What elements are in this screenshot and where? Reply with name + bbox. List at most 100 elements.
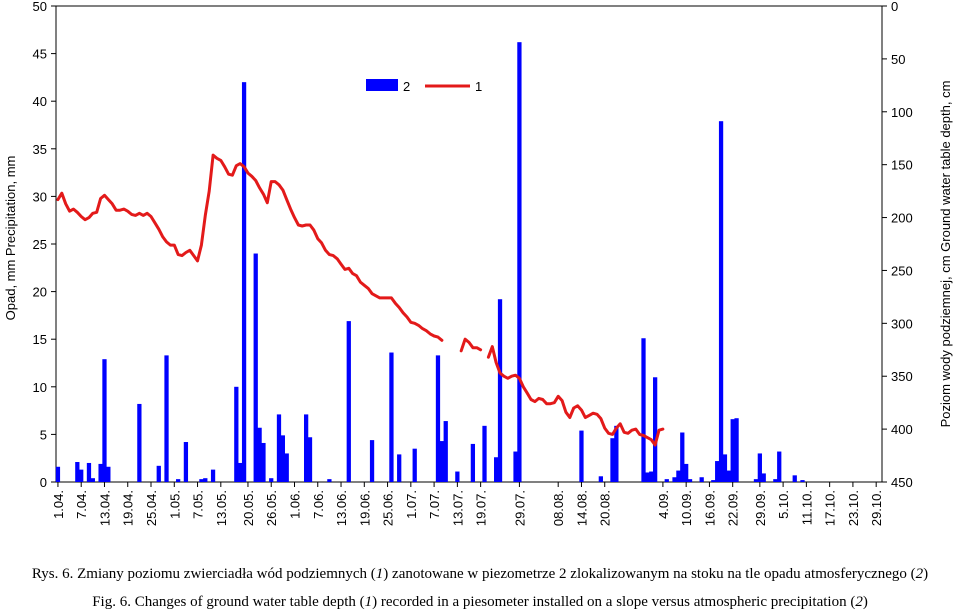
chart-axes: 0 5 10 15 20 25 30 35 40 45 50 0 50 100 150 200 250 300 35… [3, 0, 953, 526]
left-tick-label: 25 [33, 237, 47, 252]
x-tick-label: 10.09. [679, 490, 694, 526]
precipitation-bar [176, 479, 181, 482]
precipitation-bar [98, 463, 103, 482]
right-tick-label: 250 [891, 263, 913, 278]
x-tick-label: 14.08. [574, 490, 589, 526]
left-tick-label: 45 [33, 47, 47, 62]
precipitation-bar [672, 477, 677, 482]
precipitation-bar [777, 451, 782, 482]
x-tick-label: 1.04. [51, 490, 66, 519]
precipitation-bar [761, 473, 766, 482]
chart: 0 5 10 15 20 25 30 35 40 45 50 0 50 100 150 200 250 300 35… [3, 0, 953, 526]
precipitation-bar [435, 355, 441, 482]
left-tick-label: 35 [33, 142, 47, 157]
x-tick-label: 19.06. [357, 490, 372, 526]
precipitation-bar [792, 475, 797, 482]
precipitation-bar [137, 403, 142, 482]
right-tick-label: 50 [891, 52, 905, 67]
precipitation-bar [699, 477, 704, 482]
precipitation-bar [513, 451, 518, 482]
precipitation-bar [280, 435, 285, 482]
precipitation-bar [238, 462, 243, 482]
precipitation-bar [210, 469, 216, 482]
legend-label-line: 1 [475, 79, 482, 94]
precipitation-bar [199, 479, 204, 482]
x-tick-label: 4.09. [656, 490, 671, 519]
x-tick-label: 1.06. [287, 490, 302, 519]
x-tick-label: 20.05. [241, 490, 256, 526]
right-tick-label: 300 [891, 316, 913, 331]
x-tick-label: 29.07. [512, 490, 527, 526]
precipitation-bar [610, 438, 615, 482]
precipitation-bar [164, 355, 169, 482]
x-tick-label: 7.07. [427, 490, 442, 519]
precipitation-bar [443, 421, 448, 482]
x-tick-label: 1.07. [404, 490, 419, 519]
precipitation-bar [497, 299, 503, 482]
x-tick-label: 7.06. [311, 490, 326, 519]
precipitation-bar [653, 377, 658, 482]
x-tick-label: 13.06. [334, 490, 349, 526]
precipitation-bar [241, 82, 247, 482]
caption-english: Fig. 6. Changes of ground water table de… [92, 594, 868, 610]
right-tick-label: 350 [891, 369, 913, 384]
precipitation-bar [598, 476, 603, 482]
precipitation-bar [102, 359, 107, 482]
legend-swatch-bars [366, 79, 398, 91]
precipitation-bar [106, 466, 111, 482]
precipitation-bar [726, 470, 731, 482]
depth-line-segment [459, 337, 483, 353]
precipitation-bar [687, 479, 693, 482]
left-tick-label: 40 [33, 94, 47, 109]
precipitation-bar [684, 463, 689, 482]
precipitation-bar [86, 462, 92, 482]
left-tick-label: 30 [33, 189, 47, 204]
x-tick-label: 29.09. [753, 490, 768, 526]
x-tick-label: 11.10. [799, 490, 814, 525]
precipitation-bar [307, 437, 313, 482]
precipitation-bars [55, 42, 805, 483]
precipitation-bar [75, 462, 80, 482]
precipitation-bar [156, 465, 161, 482]
precipitation-bar [715, 461, 720, 482]
precipitation-bar [327, 479, 332, 482]
precipitation-bar [389, 352, 394, 482]
precipitation-bar [664, 479, 669, 482]
x-tick-label: 13.05. [214, 490, 229, 526]
x-tick-label: 26.05. [264, 490, 279, 526]
caption-polish: Rys. 6. Zmiany poziomu zwierciadła wód p… [31, 566, 929, 582]
precipitation-bar [517, 42, 522, 483]
precipitation-bar [649, 471, 654, 482]
x-tick-label: 17.10. [823, 490, 838, 526]
right-tick-label: 0 [891, 0, 898, 14]
precipitation-bar [303, 414, 309, 482]
y-axis-label-left: Opad, mm Precipitation, mm [3, 156, 18, 321]
precipitation-bar [90, 478, 95, 482]
right-tick-label: 450 [891, 475, 913, 490]
precipitation-bar [470, 443, 476, 482]
y-axis-label-right: Poziom wody podziemnej, cm Ground water … [938, 81, 953, 428]
x-tick-label: 16.09. [702, 490, 717, 526]
precipitation-bar [773, 479, 778, 482]
right-tick-label: 150 [891, 158, 913, 173]
precipitation-bar [203, 478, 208, 482]
x-tick-label: 5.10. [776, 490, 791, 519]
precipitation-bar [680, 432, 685, 482]
precipitation-bar [369, 440, 375, 482]
x-tick-label: 22.09. [726, 490, 741, 526]
x-tick-label: 7.05. [191, 490, 206, 519]
precipitation-bar [494, 457, 499, 482]
precipitation-bar [412, 448, 417, 482]
precipitation-bar [261, 442, 266, 482]
depth-line-segment [56, 153, 444, 342]
precipitation-bar [711, 480, 716, 482]
precipitation-bar [579, 430, 584, 482]
right-tick-label: 400 [891, 422, 913, 437]
right-tick-label: 100 [891, 105, 913, 120]
precipitation-bar [55, 466, 61, 482]
precipitation-bar [718, 121, 724, 482]
precipitation-bar [455, 471, 460, 482]
precipitation-bar [257, 427, 262, 482]
precipitation-bar [269, 478, 274, 482]
left-tick-label: 20 [33, 285, 47, 300]
